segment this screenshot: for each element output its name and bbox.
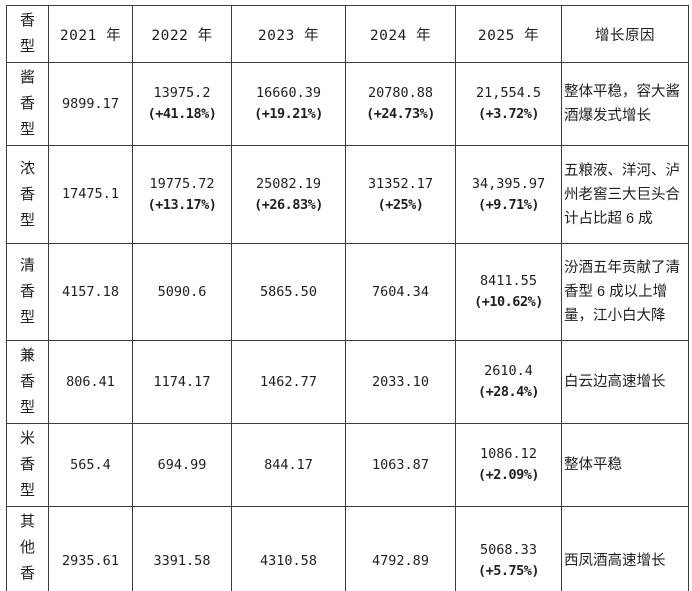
row-label-cell: 清香型 <box>6 243 49 341</box>
reason-cell: 汾酒五年贡献了清香型 6 成以上增量，江小白大降 <box>561 243 689 341</box>
value-cell-2025: 21,554.5 (+3.72%) <box>455 62 562 146</box>
value-cell-2024: 20780.88 (+24.73%) <box>345 62 456 146</box>
reason-cell: 整体平稳，容大酱酒爆发式增长 <box>561 62 689 146</box>
value-cell-2021: 2935.61 <box>48 506 133 591</box>
value-cell-2025: 2610.4 (+28.4%) <box>455 340 562 424</box>
value-cell-2024: 7604.34 <box>345 243 456 341</box>
header-2025: 2025 年 <box>455 5 562 63</box>
value-cell-2023: 4310.58 <box>231 506 346 591</box>
value-cell-2023: 16660.39 (+19.21%) <box>231 62 346 146</box>
value-cell-2024: 2033.10 <box>345 340 456 424</box>
value-cell-2022: 19775.72 (+13.17%) <box>132 145 232 244</box>
reason-cell: 五粮液、洋河、泸州老窖三大巨头合计占比超 6 成 <box>561 145 689 244</box>
table-row-mixiang: 米香型 565.4 694.99 844.17 1063.87 1086.12(… <box>6 423 689 507</box>
value-cell-2021: 565.4 <box>48 423 133 507</box>
header-2024: 2024 年 <box>345 5 456 63</box>
header-aroma-type: 香型 <box>6 5 49 63</box>
table-row-qita: 其他香型 2935.61 3391.58 4310.58 4792.89 506… <box>6 506 689 591</box>
row-label-cell: 浓香型 <box>6 145 49 244</box>
value-cell-2022: 3391.58 <box>132 506 232 591</box>
value-cell-2024: 1063.87 <box>345 423 456 507</box>
table-row-jianxiang: 兼香型 806.41 1174.17 1462.77 2033.10 2610.… <box>6 340 689 424</box>
value-cell-2021: 806.41 <box>48 340 133 424</box>
reason-cell: 白云边高速增长 <box>561 340 689 424</box>
table-row-jiangxiang: 酱香型 9899.17 13975.2 (+41.18%) 16660.39 (+1… <box>6 62 689 146</box>
value-cell-2022: 13975.2 (+41.18%) <box>132 62 232 146</box>
row-label-cell: 兼香型 <box>6 340 49 424</box>
value-cell-2023: 844.17 <box>231 423 346 507</box>
header-2021: 2021 年 <box>48 5 133 63</box>
value-cell-2023: 1462.77 <box>231 340 346 424</box>
value-cell-2025: 34,395.97 (+9.71%) <box>455 145 562 244</box>
row-label-cell: 其他香型 <box>6 506 49 591</box>
row-label: 兼香型 <box>19 347 35 416</box>
value-cell-2022: 1174.17 <box>132 340 232 424</box>
header-growth-reason: 增长原因 <box>561 5 689 63</box>
aroma-type-table: 香型 2021 年 2022 年 2023 年 2024 年 2025 年 增长… <box>6 5 689 591</box>
header-2022: 2022 年 <box>132 5 232 63</box>
table-row-qingxiang: 清香型 4157.18 5090.6 5865.50 7604.34 8411.… <box>6 243 689 341</box>
header-aroma-type-label: 香型 <box>19 12 35 55</box>
header-2023: 2023 年 <box>231 5 346 63</box>
value-cell-2022: 5090.6 <box>132 243 232 341</box>
value-cell-2022: 694.99 <box>132 423 232 507</box>
row-label: 浓香型 <box>19 159 35 229</box>
row-label: 米香型 <box>19 430 35 499</box>
value-cell-2025: 5068.33 (+5.75%) <box>455 506 562 591</box>
value-cell-2025: 1086.12 (+2.09%) <box>455 423 562 507</box>
row-label: 酱香型 <box>19 69 35 138</box>
reason-cell: 西凤酒高速增长 <box>561 506 689 591</box>
row-label-cell: 米香型 <box>6 423 49 507</box>
value-cell-2021: 17475.1 <box>48 145 133 244</box>
value-cell-2023: 25082.19 (+26.83%) <box>231 145 346 244</box>
value-cell-2024: 31352.17 (+25%) <box>345 145 456 244</box>
table-row-nongxiang: 浓香型 17475.1 19775.72 (+13.17%) 25082.19 (+… <box>6 145 689 244</box>
row-label: 其他香型 <box>19 513 35 582</box>
value-cell-2024: 4792.89 <box>345 506 456 591</box>
row-label: 清香型 <box>19 257 35 326</box>
value-cell-2023: 5865.50 <box>231 243 346 341</box>
reason-cell: 整体平稳 <box>561 423 689 507</box>
value-cell-2025: 8411.55 (+10.62%) <box>455 243 562 341</box>
row-label-cell: 酱香型 <box>6 62 49 146</box>
value-cell-2021: 9899.17 <box>48 62 133 146</box>
value-cell-2021: 4157.18 <box>48 243 133 341</box>
table-header-row: 香型 2021 年 2022 年 2023 年 2024 年 2025 年 增长… <box>6 5 689 63</box>
